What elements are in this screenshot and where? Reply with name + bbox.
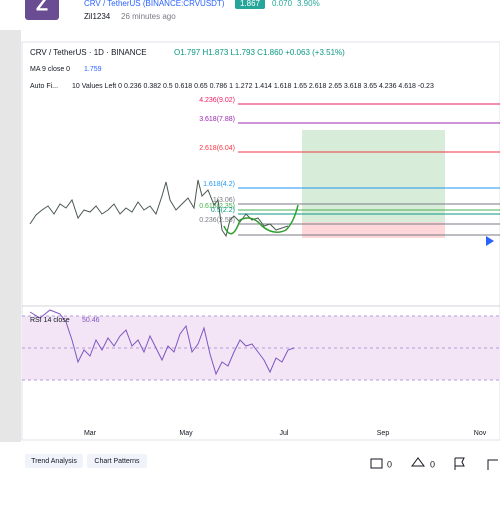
fib-label: 0.5(2.2) bbox=[211, 207, 235, 214]
scroll-arrow[interactable] bbox=[486, 236, 494, 246]
fib-label: 4.236(9.02) bbox=[199, 97, 235, 104]
repost-icon[interactable] bbox=[411, 457, 425, 467]
tag-text: Chart Patterns bbox=[94, 458, 140, 465]
avatar[interactable] bbox=[25, 0, 59, 20]
tag-text: Trend Analysis bbox=[31, 458, 77, 465]
profit-zone bbox=[302, 130, 445, 222]
x-label: Jul bbox=[280, 430, 289, 437]
x-label: May bbox=[179, 430, 193, 437]
time: 26 minutes ago bbox=[121, 12, 176, 21]
legend-fib-values: 10 Values Left 0 0.236 0.382 0.5 0.618 0… bbox=[72, 83, 434, 90]
x-label: Sep bbox=[377, 430, 390, 437]
fib-levels: 4.236(9.02) 3.618(7.88) 2.618(6.04) 1.618(4… bbox=[199, 97, 500, 236]
legend-symbol: CRV / TetherUS · 1D · BINANCE bbox=[30, 48, 147, 57]
tag[interactable] bbox=[25, 454, 83, 468]
rsi-line bbox=[29, 309, 295, 376]
comment-count: 0 bbox=[387, 459, 392, 469]
rsi-band bbox=[22, 316, 500, 380]
legend-ohlc: O1.797 H1.873 L1.793 C1.860 +0.063 (+3.5… bbox=[174, 48, 345, 57]
rsi-value: 50.46 bbox=[82, 317, 100, 324]
legend-ma-value: 1.759 bbox=[84, 66, 102, 73]
price-badge bbox=[235, 0, 265, 9]
share-icon[interactable] bbox=[487, 459, 498, 470]
side-strip bbox=[0, 30, 21, 442]
legend-fib: Auto Fi... bbox=[30, 83, 58, 90]
x-label: Mar bbox=[84, 430, 97, 437]
comment-icon[interactable] bbox=[370, 458, 383, 469]
fib-label: 2.618(6.04) bbox=[199, 145, 235, 152]
fib-label: 0.618(2.35) bbox=[199, 203, 235, 210]
tag[interactable] bbox=[87, 454, 147, 468]
legend-ma: MA 9 close 0 bbox=[30, 66, 70, 73]
repost-count: 0 bbox=[430, 459, 435, 469]
symbol-link[interactable]: CRV / TetherUS (BINANCE:CRVUSDT) bbox=[84, 0, 225, 8]
author[interactable]: Zil1234 bbox=[84, 12, 111, 21]
change: 0.070 bbox=[272, 0, 293, 8]
avatar-letter: Z bbox=[36, 0, 48, 15]
projection-curve bbox=[223, 204, 299, 235]
fib-label: 3.618(7.88) bbox=[199, 116, 235, 123]
loss-zone bbox=[302, 222, 445, 238]
chart-frame bbox=[21, 41, 500, 441]
fib-label: 0.236(2.55) bbox=[199, 217, 235, 224]
fib-label: 1.618(4.2) bbox=[203, 181, 235, 188]
fib-label: 1(3.06) bbox=[213, 197, 235, 204]
x-label: Nov bbox=[474, 430, 487, 437]
price: 1.867 bbox=[240, 0, 261, 8]
flag-icon[interactable] bbox=[454, 457, 465, 470]
change-pct: 3.90% bbox=[297, 0, 320, 8]
rsi-label: RSI 14 close bbox=[30, 317, 70, 324]
x-axis: Mar May Jul Sep Nov bbox=[84, 430, 487, 437]
